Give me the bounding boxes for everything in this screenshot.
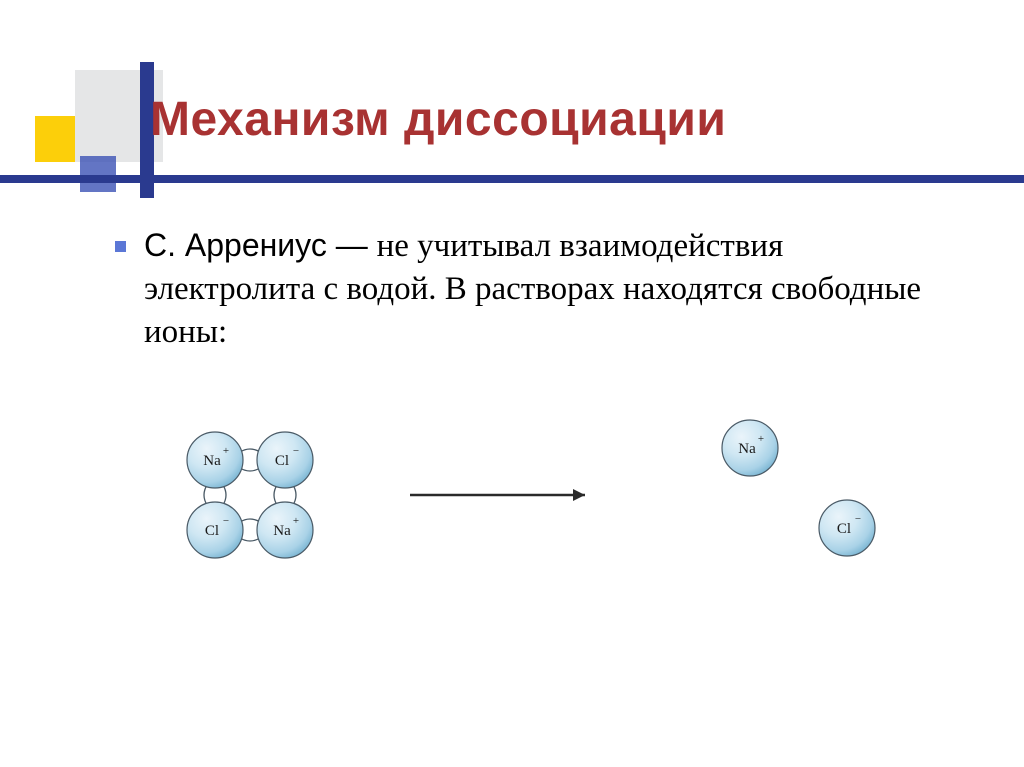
crystal-bond-1 xyxy=(240,468,260,471)
crystal-ion-3: Na+ xyxy=(257,502,313,558)
dissociation-diagram: Na+Cl−Cl−Na+Na+Cl− xyxy=(155,400,895,650)
bullet-square-icon xyxy=(115,241,126,252)
bullet-row: С. Аррениус — не учитывал взаимодействия… xyxy=(115,225,935,354)
svg-text:Cl: Cl xyxy=(205,523,219,539)
decoration-blue-small xyxy=(80,156,116,192)
crystal-bond-3 xyxy=(223,485,226,505)
dissociation-arrow-head xyxy=(573,489,585,501)
body-text-area: С. Аррениус — не учитывал взаимодействия… xyxy=(115,225,935,354)
crystal-bond-0 xyxy=(240,449,260,452)
decoration-blue-horizontal-bar xyxy=(0,175,1024,183)
decoration-yellow-block xyxy=(35,116,75,162)
crystal-bond-4 xyxy=(274,485,277,505)
svg-text:Na: Na xyxy=(273,523,291,539)
svg-text:Cl: Cl xyxy=(837,521,851,537)
crystal-ion-0: Na+ xyxy=(187,432,243,488)
slide-root: Механизм диссоциации С. Аррениус — не уч… xyxy=(0,0,1024,767)
bullet-text: С. Аррениус — не учитывал взаимодействия… xyxy=(144,225,935,354)
svg-text:−: − xyxy=(855,513,861,525)
free-ion-1: Cl− xyxy=(819,500,875,556)
svg-text:Cl: Cl xyxy=(275,453,289,469)
svg-text:−: − xyxy=(293,445,299,457)
svg-text:−: − xyxy=(223,515,229,527)
crystal-bond-6 xyxy=(240,519,260,522)
free-ion-0: Na+ xyxy=(722,420,778,476)
crystal-ion-2: Cl− xyxy=(187,502,243,558)
svg-text:+: + xyxy=(758,433,764,445)
crystal-bond-2 xyxy=(204,485,207,505)
svg-text:Na: Na xyxy=(203,453,221,469)
svg-text:Na: Na xyxy=(738,441,756,457)
crystal-bond-7 xyxy=(240,538,260,541)
crystal-ion-1: Cl− xyxy=(257,432,313,488)
slide-title: Механизм диссоциации xyxy=(150,92,980,147)
bullet-emphasis: С. Аррениус — xyxy=(144,227,377,263)
svg-text:+: + xyxy=(293,515,299,527)
svg-text:+: + xyxy=(223,445,229,457)
crystal-bond-5 xyxy=(293,485,296,505)
